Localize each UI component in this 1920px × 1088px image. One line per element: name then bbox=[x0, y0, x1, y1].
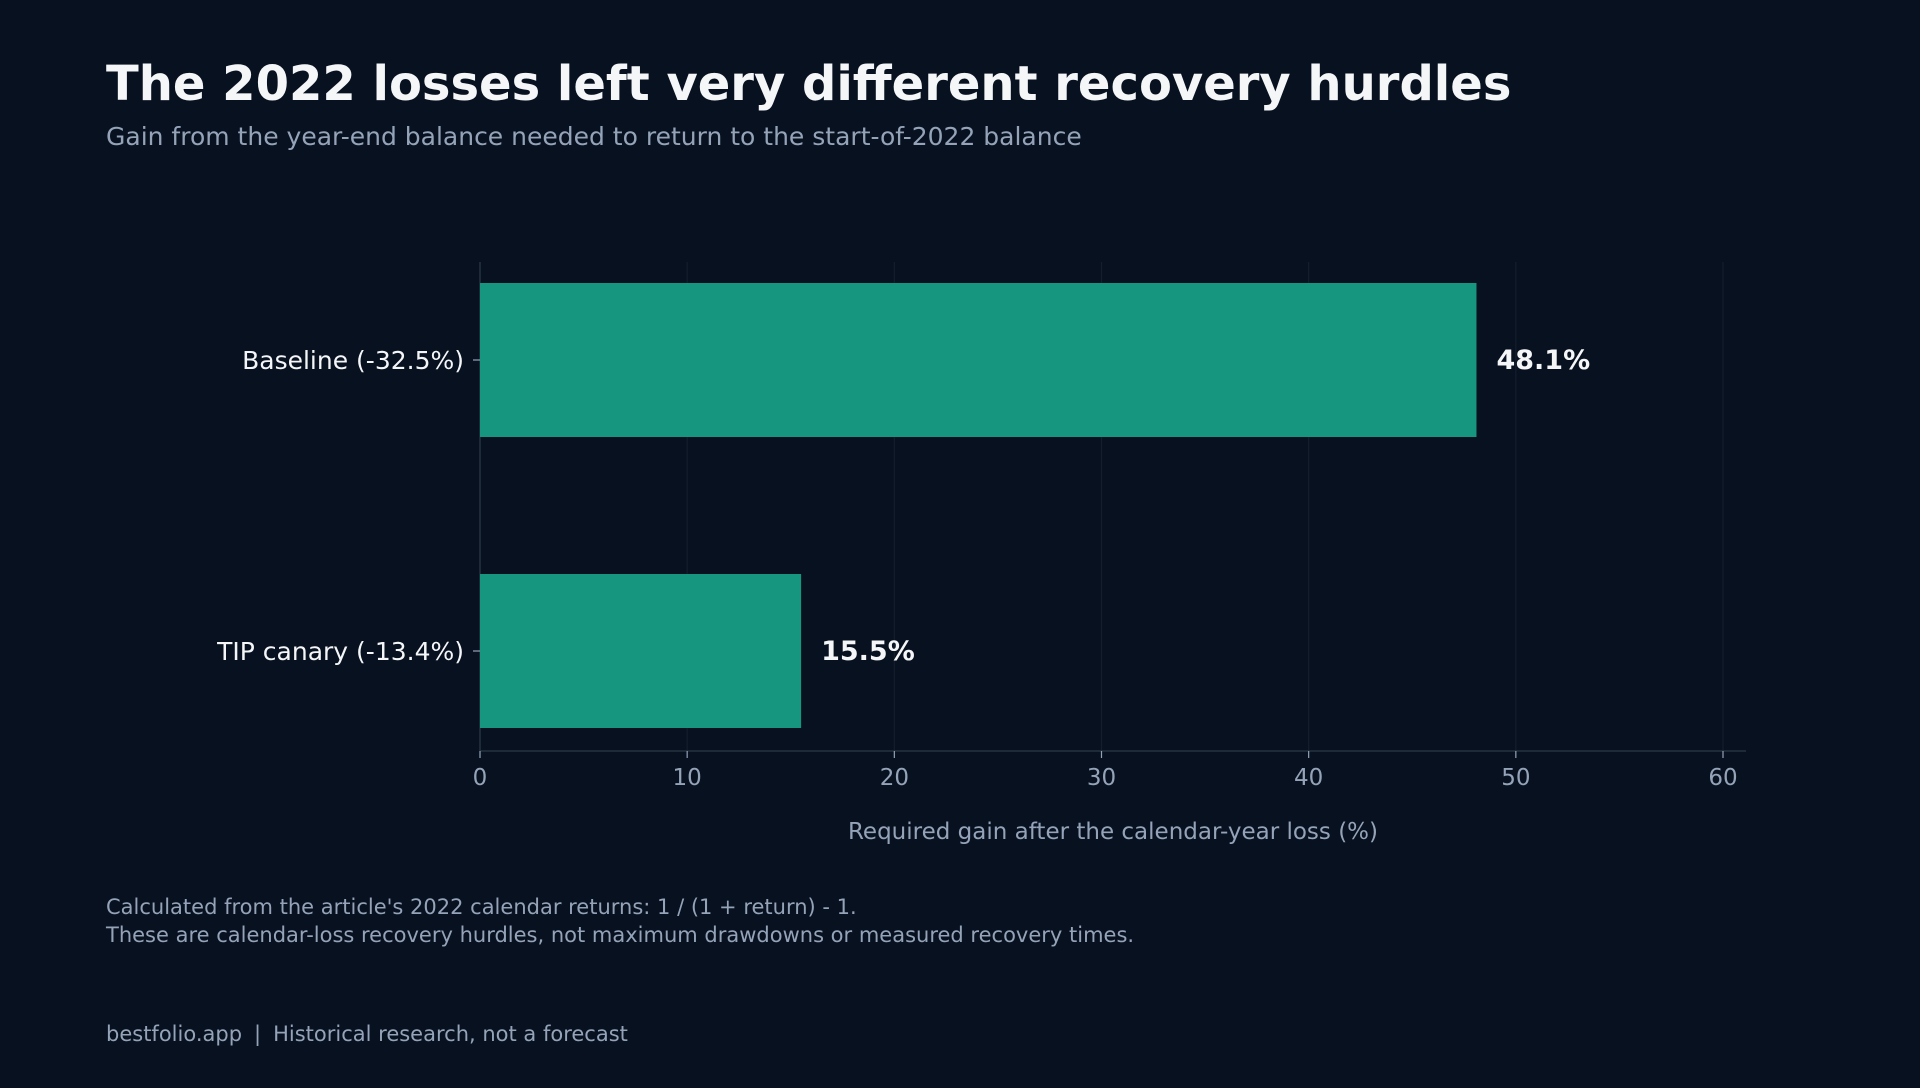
chart-title: The 2022 losses left very different reco… bbox=[106, 56, 1512, 112]
footer-disclaimer: Historical research, not a forecast bbox=[273, 1022, 628, 1046]
chart-subtitle: Gain from the year-end balance needed to… bbox=[106, 122, 1082, 151]
x-tick-label: 50 bbox=[1501, 765, 1530, 791]
value-label: 48.1% bbox=[1496, 345, 1590, 376]
footer: bestfolio.app | Historical research, not a… bbox=[106, 1022, 628, 1046]
x-tick-label: 0 bbox=[473, 765, 488, 791]
category-label: TIP canary (-13.4%) bbox=[216, 637, 464, 666]
footer-separator: | bbox=[254, 1022, 262, 1046]
method-note: Calculated from the article's 2022 calen… bbox=[106, 895, 857, 919]
category-label: Baseline (-32.5%) bbox=[242, 346, 464, 375]
bar bbox=[480, 283, 1477, 437]
x-axis-title: Required gain after the calendar-year lo… bbox=[848, 819, 1378, 845]
footer-site: bestfolio.app bbox=[106, 1022, 243, 1046]
x-tick-label: 30 bbox=[1087, 765, 1116, 791]
x-tick-label: 40 bbox=[1294, 765, 1323, 791]
bar bbox=[480, 574, 802, 728]
value-label: 15.5% bbox=[821, 636, 915, 667]
x-tick-label: 20 bbox=[880, 765, 909, 791]
x-tick-label: 10 bbox=[673, 765, 702, 791]
caveat-note: These are calendar-loss recovery hurdles… bbox=[106, 923, 1135, 947]
x-tick-label: 60 bbox=[1708, 765, 1737, 791]
